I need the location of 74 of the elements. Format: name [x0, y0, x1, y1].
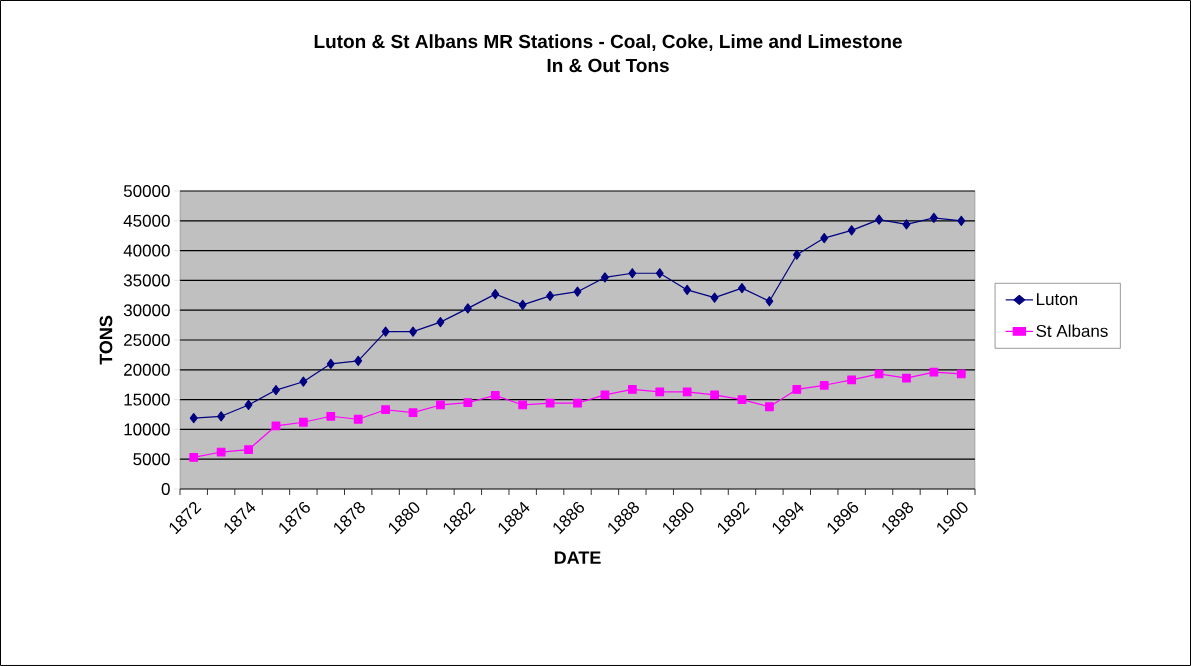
point [765, 296, 774, 307]
point [655, 387, 665, 397]
point [600, 390, 610, 400]
point [600, 272, 609, 283]
point [463, 398, 473, 407]
point [573, 286, 582, 297]
point [792, 385, 802, 394]
point [354, 355, 363, 366]
point [683, 284, 692, 296]
point [436, 400, 445, 410]
point [299, 376, 308, 387]
point [573, 398, 582, 408]
point [710, 292, 719, 303]
point [436, 317, 445, 328]
y-tick-label: 25000 [124, 333, 170, 347]
y-axis-title: TONS [99, 315, 113, 365]
point [353, 414, 363, 424]
point [546, 290, 555, 301]
point [765, 402, 774, 412]
legend-label: St Albans [1036, 324, 1108, 337]
point [929, 367, 939, 377]
point [409, 326, 417, 337]
legend-label: Luton [1036, 293, 1078, 306]
point [902, 219, 911, 230]
point [874, 369, 884, 379]
point [847, 375, 857, 385]
point [271, 421, 281, 431]
point [792, 249, 801, 260]
x-axis-title: DATE [554, 551, 601, 564]
point [189, 453, 199, 462]
y-tick-label: 40000 [123, 244, 170, 257]
point [875, 214, 884, 225]
point [738, 283, 746, 294]
point [627, 385, 637, 394]
point [682, 387, 692, 397]
y-tick-label: 45000 [123, 214, 170, 227]
point [956, 369, 966, 379]
point [381, 405, 391, 415]
y-tick-label: 30000 [123, 304, 170, 317]
point [463, 303, 472, 314]
point [326, 358, 335, 369]
point [298, 417, 308, 427]
y-tick-label: 0 [161, 482, 170, 496]
point [381, 326, 390, 337]
y-tick-label: 15000 [124, 393, 170, 406]
chart-title: Luton & St Albans MR Stations - Coal, Coke, Lime and Limestone In & Out Tons [314, 34, 902, 73]
point [929, 212, 938, 223]
point [545, 398, 555, 408]
point [217, 411, 226, 422]
point [957, 215, 966, 226]
point [326, 411, 336, 421]
point [819, 380, 829, 390]
point [737, 395, 747, 404]
point [518, 400, 528, 410]
y-tick-label: 5000 [133, 453, 170, 466]
point [189, 412, 198, 424]
point [491, 289, 500, 300]
point [847, 225, 856, 236]
y-tick-label: 10000 [124, 423, 170, 436]
y-tick-label: 50000 [123, 184, 170, 198]
point [244, 445, 253, 455]
y-tick-label: 20000 [124, 363, 170, 376]
point [518, 299, 527, 310]
y-tick-label: 35000 [123, 274, 170, 287]
point [271, 384, 280, 396]
point [820, 232, 829, 244]
point [655, 268, 664, 279]
point [216, 447, 226, 457]
point [628, 268, 637, 279]
point [244, 399, 253, 411]
point [902, 373, 911, 383]
point [710, 390, 719, 400]
point [408, 408, 418, 418]
point [490, 391, 500, 400]
